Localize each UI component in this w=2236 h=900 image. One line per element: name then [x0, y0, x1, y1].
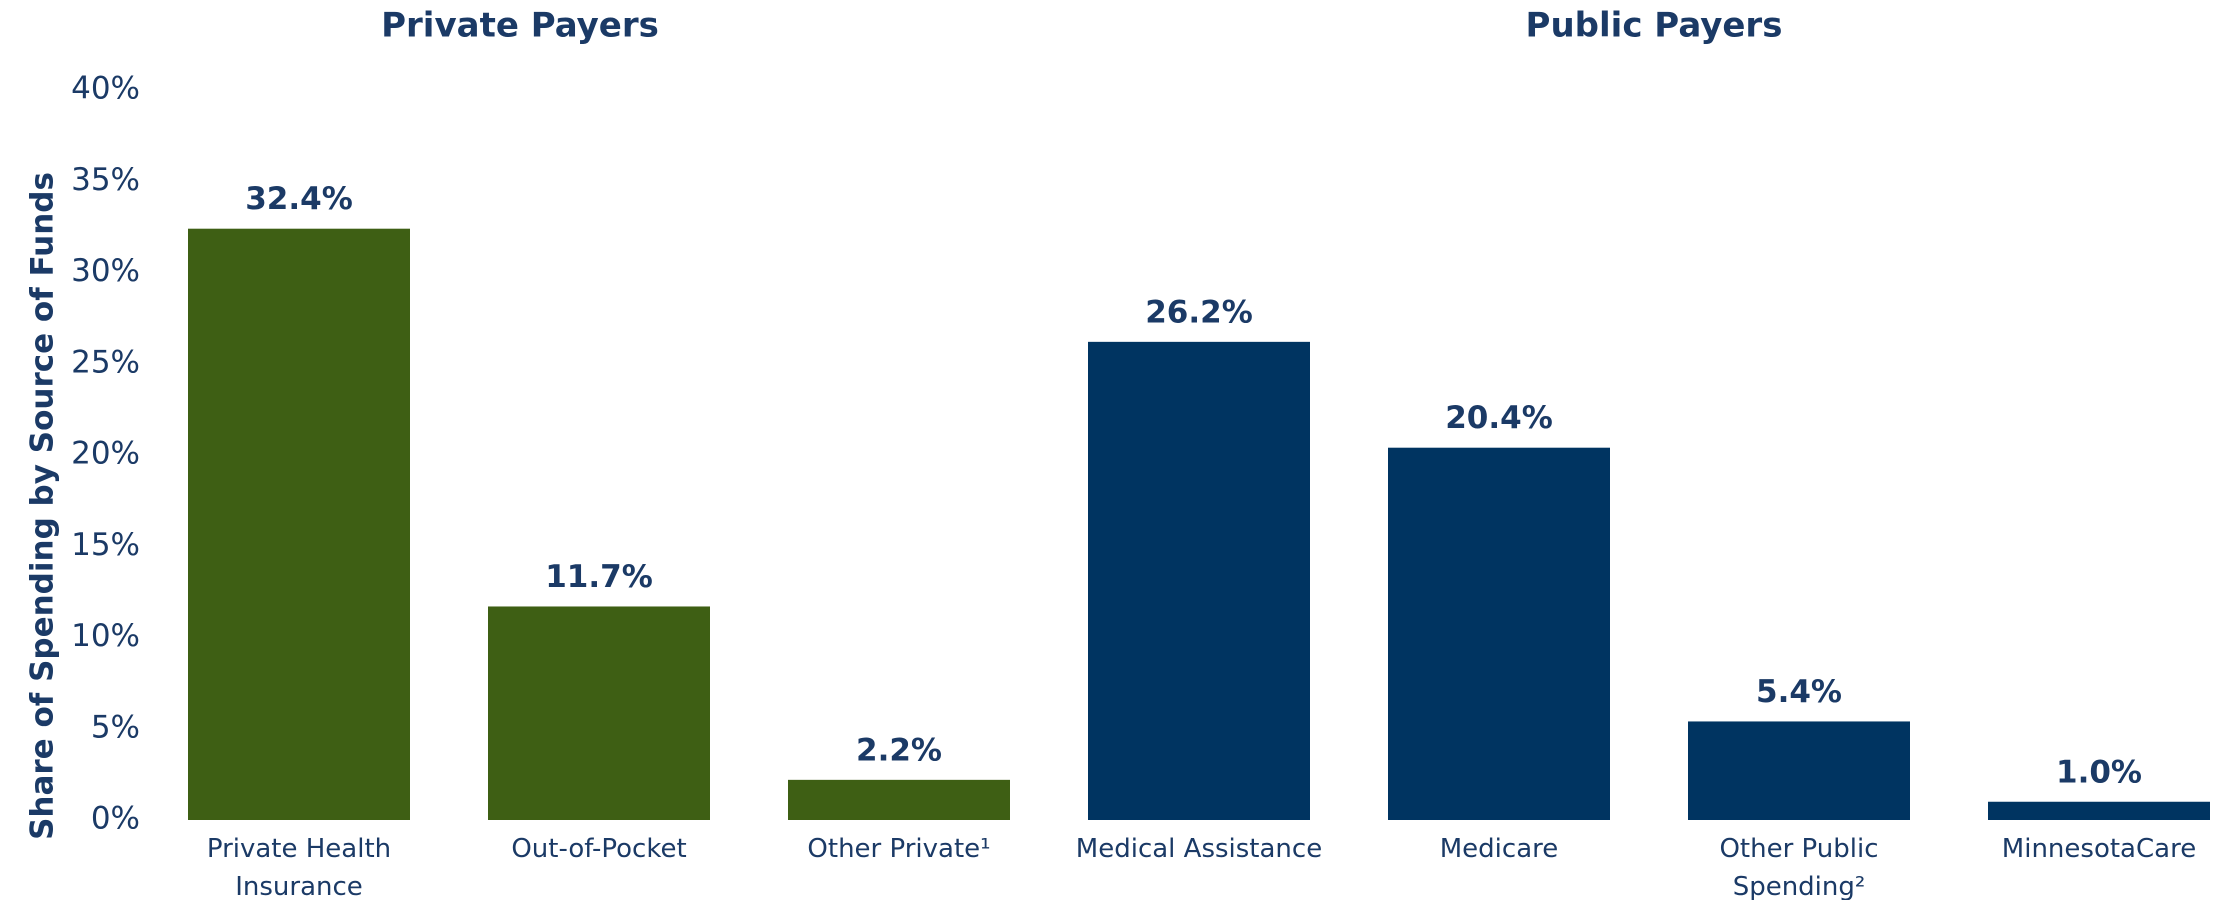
y-tick-label: 25% — [71, 344, 140, 380]
x-tick-label: Medical Assistance — [1075, 834, 1323, 864]
bar — [1988, 801, 2210, 820]
y-tick-label: 5% — [91, 709, 140, 745]
group-title: Public Payers — [1526, 6, 1783, 46]
value-label: 32.4% — [245, 181, 353, 217]
y-tick-label: 40% — [71, 71, 140, 107]
bar — [188, 228, 410, 820]
y-tick-label: 15% — [71, 527, 140, 563]
y-tick-label: 10% — [71, 618, 140, 654]
x-tick-label: Out-of-Pocket — [511, 834, 687, 864]
value-label: 20.4% — [1445, 400, 1553, 436]
x-tick-label: Medicare — [1439, 834, 1559, 864]
y-tick-label: 30% — [71, 253, 140, 289]
bar — [488, 606, 710, 820]
bar — [1388, 447, 1610, 820]
bar — [788, 779, 1010, 820]
x-tick-label: Private Health Insurance — [206, 834, 392, 900]
group-title: Private Payers — [381, 6, 659, 46]
x-tick-label: MinnesotaCare — [2001, 834, 2197, 864]
y-axis-label: Share of Spending by Source of Funds — [25, 172, 61, 840]
value-label: 11.7% — [545, 559, 653, 595]
value-label: 2.2% — [856, 732, 942, 768]
bar — [1088, 341, 1310, 820]
value-label: 26.2% — [1145, 294, 1253, 330]
x-tick-label: Other Public Spending² — [1719, 834, 1879, 900]
y-tick-label: 20% — [71, 436, 140, 472]
value-label: 1.0% — [2056, 754, 2142, 790]
y-tick-label: 35% — [71, 162, 140, 198]
bar — [1688, 721, 1910, 820]
y-tick-label: 0% — [91, 801, 140, 837]
value-label: 5.4% — [1756, 674, 1842, 710]
x-tick-label: Other Private¹ — [807, 834, 991, 864]
